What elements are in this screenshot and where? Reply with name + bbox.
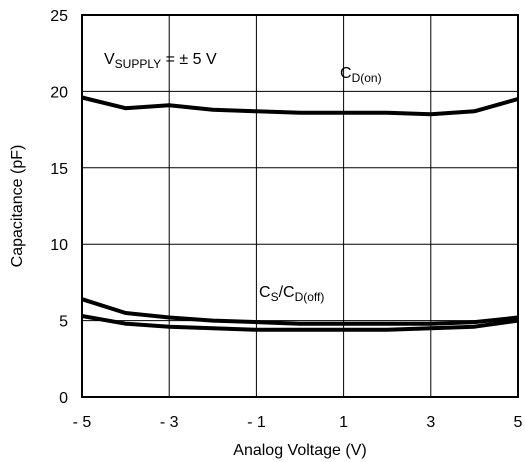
- y-tick-label: 25: [50, 8, 68, 25]
- x-tick-label: 5: [514, 414, 523, 431]
- cd-on-label: CD(on): [340, 65, 382, 85]
- cd-off-subscript: D(off): [295, 290, 325, 304]
- x-tick-label: 3: [426, 414, 435, 431]
- cd-off-symbol: /C: [279, 284, 295, 301]
- x-axis-title: Analog Voltage (V): [233, 442, 366, 459]
- x-tick-label: - 3: [160, 414, 179, 431]
- cd-on-symbol: C: [340, 65, 352, 82]
- cs-symbol: C: [259, 284, 271, 301]
- x-tick-labels: - 5 - 3 - 1 1 3 5: [73, 414, 523, 431]
- y-axis-title: Capacitance (pF): [9, 145, 26, 268]
- y-tick-label: 0: [59, 390, 68, 407]
- supply-annotation: VSUPPLY = ± 5 V: [104, 51, 217, 71]
- cs-subscript: S: [271, 290, 279, 304]
- y-tick-label: 5: [59, 314, 68, 331]
- cs-cd-off-label: CS/CD(off): [259, 284, 324, 304]
- series-line-1: [81, 297, 519, 326]
- y-tick-label: 15: [50, 161, 68, 178]
- x-tick-label: - 5: [73, 414, 92, 431]
- cd-on-subscript: D(on): [352, 71, 382, 85]
- grid-lines: [82, 15, 518, 397]
- plot-frame: [81, 14, 519, 398]
- x-tick-label: 1: [339, 414, 348, 431]
- supply-symbol: V: [104, 51, 115, 68]
- supply-value: = ± 5 V: [161, 51, 217, 68]
- series-line-2: [81, 314, 519, 332]
- series-line-0: [81, 95, 519, 117]
- y-tick-labels: 0 5 10 15 20 25: [50, 8, 68, 407]
- series-lines: [81, 95, 519, 332]
- supply-subscript: SUPPLY: [115, 57, 161, 71]
- y-tick-label: 10: [50, 237, 68, 254]
- x-tick-label: - 1: [247, 414, 266, 431]
- y-tick-label: 20: [50, 84, 68, 101]
